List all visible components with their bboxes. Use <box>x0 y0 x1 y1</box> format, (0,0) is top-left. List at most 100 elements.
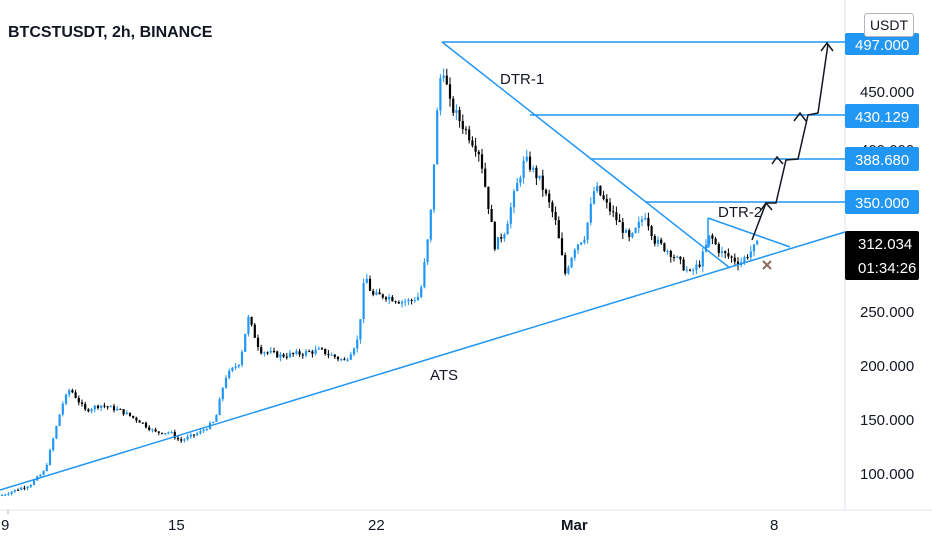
candle-body <box>183 439 186 441</box>
candle-body <box>212 421 215 424</box>
svg-text:497.000: 497.000 <box>855 37 909 54</box>
candle-body <box>615 212 618 221</box>
candle-body <box>90 409 93 412</box>
candle-body <box>13 489 16 492</box>
ats-trendline[interactable] <box>0 231 846 491</box>
candle-body <box>512 191 516 208</box>
candle-body <box>167 432 170 434</box>
candle-body <box>298 351 301 355</box>
candle-body <box>324 348 327 355</box>
candle-body <box>557 220 560 239</box>
candle-body <box>477 151 480 155</box>
candle-body <box>304 351 308 356</box>
candle-body <box>103 405 106 407</box>
dtr2-upper-line[interactable] <box>707 217 791 248</box>
candle-body <box>285 356 288 358</box>
candle-body <box>576 244 580 250</box>
candle-body <box>180 439 183 441</box>
candle-body <box>346 359 349 361</box>
candle-body <box>423 262 426 288</box>
candle-body <box>247 316 250 334</box>
candle-body <box>244 333 247 352</box>
candle-body <box>599 185 602 196</box>
candle-body <box>202 429 205 432</box>
candle-body <box>538 175 541 179</box>
candle-body <box>573 249 576 258</box>
candle-body <box>128 412 132 416</box>
dtr2-label: DTR-2 <box>718 204 762 221</box>
candle-body <box>343 359 346 361</box>
candle-body <box>122 409 125 415</box>
candle-body <box>365 278 368 284</box>
candle-body <box>276 351 279 358</box>
candle-body <box>564 254 567 274</box>
candle-body <box>186 436 189 440</box>
candle-body <box>612 211 615 213</box>
candle-body <box>74 392 77 398</box>
candle-body <box>157 431 160 433</box>
price-tag-497: 497.000 <box>845 33 919 55</box>
candle-body <box>752 244 756 252</box>
time-axis[interactable]: 9 15 22 Mar 8 <box>1 510 778 534</box>
dtr1-trendline[interactable] <box>441 41 731 269</box>
candle-body <box>7 493 10 495</box>
x-tick-label: Mar <box>561 517 588 534</box>
candle-body <box>87 409 90 412</box>
candle-body <box>340 359 343 361</box>
candle-body <box>311 351 314 354</box>
candle-body <box>112 406 116 411</box>
projection-arrows <box>751 41 834 241</box>
candle-body <box>586 222 589 240</box>
candle-body <box>23 487 26 489</box>
candle-body <box>404 301 407 303</box>
candle-body <box>100 405 103 408</box>
last-price-tag: 312.034 01:34:26 <box>845 231 919 280</box>
candle-body <box>458 109 461 122</box>
currency-selector[interactable]: USDT <box>864 13 914 37</box>
countdown-timer: 01:34:26 <box>858 260 916 277</box>
candle-body <box>314 349 317 354</box>
y-tick-label: 200.000 <box>860 358 914 375</box>
candle-body <box>58 414 61 426</box>
candle-body <box>336 356 340 360</box>
candle-body <box>749 251 752 258</box>
ats-label: ATS <box>430 367 458 384</box>
candle-body <box>170 432 173 434</box>
candle-body <box>672 256 676 258</box>
price-axis[interactable]: 100.000 150.000 200.000 250.000 400.000 … <box>860 84 914 483</box>
candle-body <box>656 239 660 244</box>
candle-body <box>384 297 388 300</box>
candle-body <box>55 425 58 439</box>
candle-body <box>551 202 554 212</box>
candle-body <box>724 251 727 254</box>
candle-body <box>80 402 84 404</box>
candle-body <box>628 230 631 238</box>
candle-body <box>589 203 592 223</box>
candle-body <box>439 78 442 111</box>
candle-body <box>736 261 740 266</box>
candle-body <box>442 75 445 79</box>
candle-body <box>621 222 624 233</box>
candle-body <box>20 487 23 490</box>
candle-body <box>64 394 68 404</box>
candle-body <box>266 352 269 354</box>
candle-body <box>544 189 548 194</box>
candle-body <box>68 390 71 395</box>
candle-body <box>602 195 605 200</box>
candle-body <box>653 236 656 244</box>
candle-body <box>509 207 512 224</box>
candlestick-series <box>0 68 759 497</box>
candle-body <box>493 222 496 250</box>
drawings-layer[interactable] <box>0 41 846 491</box>
candle-body <box>717 244 720 253</box>
candle-body <box>484 168 487 187</box>
candle-body <box>32 480 36 485</box>
candle-body <box>301 354 304 356</box>
candle-body <box>580 242 583 245</box>
y-tick-label: 450.000 <box>860 84 914 101</box>
candle-body <box>173 432 176 438</box>
candle-body <box>445 75 448 85</box>
candle-body <box>496 237 500 250</box>
candle-body <box>196 433 199 436</box>
